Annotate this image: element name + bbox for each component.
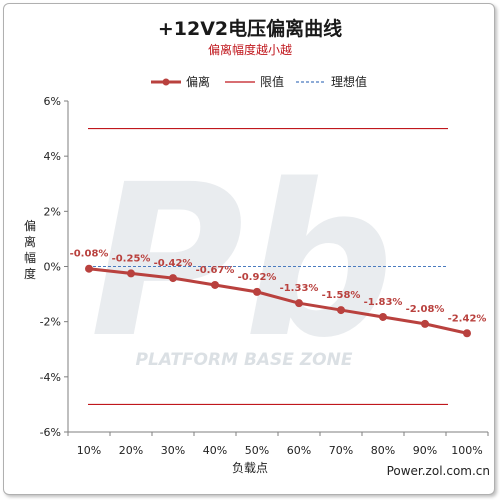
y-axis-label: 偏离幅度 bbox=[24, 218, 36, 281]
x-tick-label: 20% bbox=[119, 444, 143, 457]
data-point bbox=[463, 329, 471, 338]
x-tick-label: 50% bbox=[245, 444, 269, 457]
legend-label-1: 限值 bbox=[260, 74, 284, 89]
data-label: -1.58% bbox=[322, 290, 361, 301]
y-tick-label: -6% bbox=[40, 426, 61, 439]
data-point bbox=[421, 319, 429, 328]
x-tick-label: 100% bbox=[451, 444, 482, 457]
legend-label-2: 理想值 bbox=[331, 74, 367, 89]
y-axis-label-char: 离 bbox=[24, 234, 36, 249]
data-point bbox=[379, 312, 387, 321]
y-axis-label-char: 偏 bbox=[24, 218, 36, 233]
chart-title: +12V2电压偏离曲线 bbox=[158, 17, 342, 40]
legend-marker-0 bbox=[162, 78, 170, 86]
data-point bbox=[253, 287, 261, 296]
data-label: -1.33% bbox=[280, 283, 319, 294]
data-label: -0.08% bbox=[70, 249, 109, 260]
y-tick-label: 0% bbox=[44, 261, 61, 274]
data-point bbox=[337, 306, 345, 315]
chart-subtitle: 偏离幅度越小越 bbox=[208, 42, 292, 57]
data-label: -2.42% bbox=[448, 313, 487, 324]
y-tick-label: -4% bbox=[40, 371, 61, 384]
legend-label-0: 偏离 bbox=[186, 74, 210, 89]
data-label: -0.92% bbox=[238, 272, 277, 283]
data-point bbox=[211, 280, 219, 289]
y-tick-label: 2% bbox=[44, 205, 61, 218]
chart-frame: Pb PLATFORM BASE ZONE +12V2电压偏离曲线 偏离幅度越小越… bbox=[3, 3, 495, 495]
x-tick-label: 60% bbox=[287, 444, 311, 457]
watermark-logo: Pb bbox=[90, 139, 394, 384]
x-tick-label: 80% bbox=[371, 444, 395, 457]
data-label: -0.67% bbox=[196, 265, 235, 276]
x-tick-label: 30% bbox=[161, 444, 185, 457]
series-line-deviation bbox=[88, 267, 468, 335]
watermark-text: PLATFORM BASE ZONE bbox=[136, 350, 353, 370]
x-tick-label: 10% bbox=[77, 444, 101, 457]
x-tick-label: 40% bbox=[203, 444, 227, 457]
legend: 偏离 限值 理想值 bbox=[151, 74, 367, 89]
data-label: -1.83% bbox=[364, 297, 403, 308]
x-axis-label: 负载点 bbox=[232, 461, 268, 475]
y-axis-label-char: 度 bbox=[24, 266, 36, 281]
data-point bbox=[127, 269, 135, 278]
data-label: -2.08% bbox=[406, 304, 445, 315]
data-point bbox=[169, 274, 177, 283]
y-axis-label-char: 幅 bbox=[24, 250, 36, 265]
y-tick-label: -2% bbox=[40, 316, 61, 329]
data-label: -0.25% bbox=[112, 253, 151, 264]
source-credit: Power.zol.com.cn bbox=[387, 464, 490, 478]
data-label: -0.42% bbox=[154, 258, 193, 269]
y-tick-label: 4% bbox=[44, 150, 61, 163]
data-point bbox=[85, 264, 93, 273]
plot-area: 6% 4% 2% 0% -2% -4% -6% 10% 20% 30% 40% 50% 60% 70% 80… bbox=[40, 95, 489, 457]
x-tick-label: 90% bbox=[413, 444, 437, 457]
data-point bbox=[295, 299, 303, 308]
x-tick-label: 70% bbox=[329, 444, 353, 457]
y-tick-label: 6% bbox=[44, 95, 61, 108]
